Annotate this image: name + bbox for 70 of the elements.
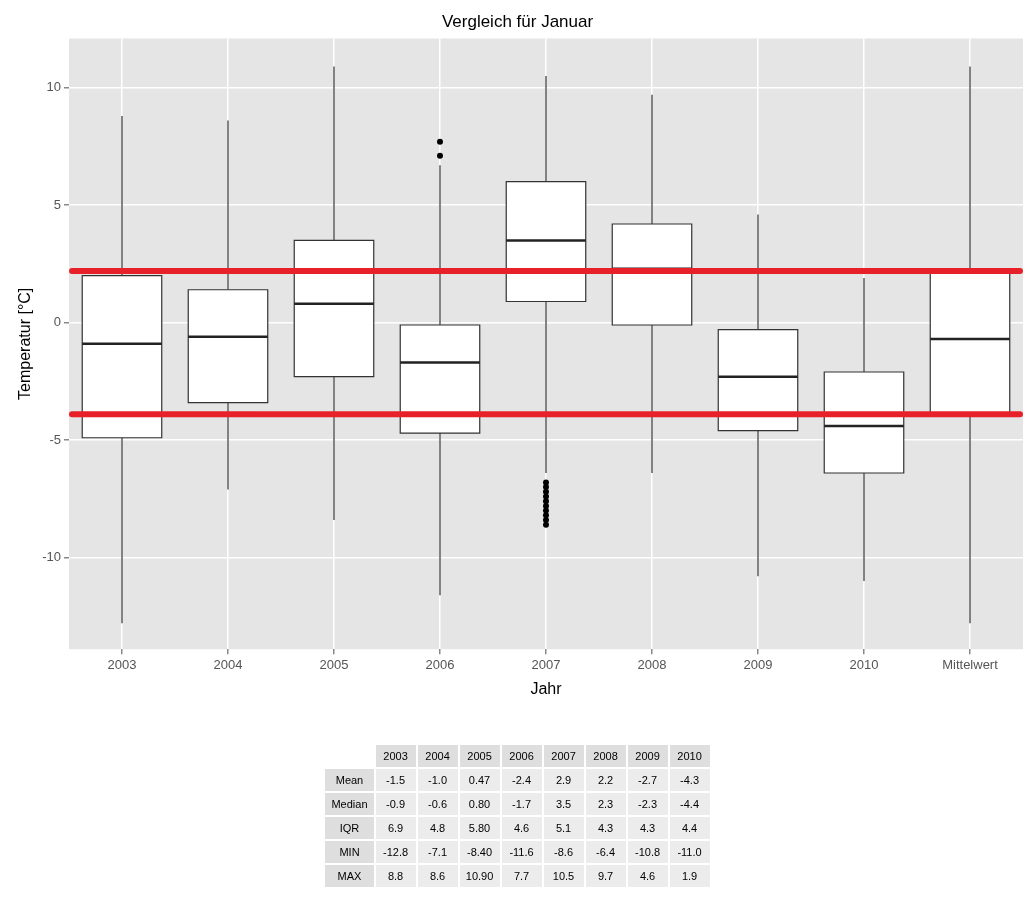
text: 4.8 (417, 817, 458, 839)
text: -7.1 (417, 841, 458, 863)
text: -0.6 (417, 793, 458, 815)
text: -10.8 (627, 841, 668, 863)
x-tick-label: 2003 (107, 656, 137, 672)
y-tick-label: 0 (53, 314, 61, 330)
text: 2.3 (585, 793, 626, 815)
text: -1.7 (501, 793, 542, 815)
text: -2.7 (627, 769, 668, 791)
text: 2008 (585, 745, 626, 767)
text: -0.9 (375, 793, 416, 815)
text: -2.3 (627, 793, 668, 815)
x-tick-label: Mittelwert (942, 656, 999, 672)
text: 4.6 (501, 817, 542, 839)
x-tick-label: 2009 (743, 656, 773, 672)
y-tick-label: -5 (49, 431, 61, 447)
text: 3.5 (543, 793, 584, 815)
text: 1.9 (669, 865, 710, 887)
text: 2009 (627, 745, 668, 767)
x-tick-label: 2007 (531, 656, 561, 672)
x-tick-label: 2008 (637, 656, 667, 672)
y-tick-label: 10 (46, 79, 61, 95)
text: -6.4 (585, 841, 626, 863)
text: 2004 (417, 745, 458, 767)
text: 8.8 (375, 865, 416, 887)
text: Mean (325, 769, 374, 791)
text: -11.6 (501, 841, 542, 863)
text: 2.2 (585, 769, 626, 791)
text: 2003 (375, 745, 416, 767)
text: 8.6 (417, 865, 458, 887)
x-tick-label: 2006 (425, 656, 455, 672)
text: 0.80 (459, 793, 500, 815)
text: 4.4 (669, 817, 710, 839)
text: -4.3 (669, 769, 710, 791)
text: MIN (325, 841, 374, 863)
text: 7.7 (501, 865, 542, 887)
text: MAX (325, 865, 374, 887)
y-axis-title: Temperatur [°C] (16, 287, 34, 400)
text: IQR (325, 817, 374, 839)
text: 2010 (669, 745, 710, 767)
text: -12.8 (375, 841, 416, 863)
text: -1.0 (417, 769, 458, 791)
text: 4.6 (627, 865, 668, 887)
text: -1.5 (375, 769, 416, 791)
text: 4.3 (627, 817, 668, 839)
text: 10.5 (543, 865, 584, 887)
text: 4.3 (585, 817, 626, 839)
text: Median (325, 793, 374, 815)
text: -4.4 (669, 793, 710, 815)
text: 0.47 (459, 769, 500, 791)
text: -11.0 (669, 841, 710, 863)
y-tick-label: -10 (42, 549, 61, 565)
text: 2005 (459, 745, 500, 767)
x-axis-title: Jahr (530, 679, 563, 697)
text: 9.7 (585, 865, 626, 887)
text: 2.9 (543, 769, 584, 791)
text: -8.40 (459, 841, 500, 863)
x-tick-label: 2004 (213, 656, 243, 672)
text: 5.80 (459, 817, 500, 839)
text: 2006 (501, 745, 542, 767)
x-tick-label: 2005 (319, 656, 349, 672)
text: -2.4 (501, 769, 542, 791)
chart-title: Vergleich für Januar (441, 11, 594, 31)
text: 5.1 (543, 817, 584, 839)
text: 10.90 (459, 865, 500, 887)
text: 6.9 (375, 817, 416, 839)
text: 2007 (543, 745, 584, 767)
text: -8.6 (543, 841, 584, 863)
x-tick-label: 2010 (849, 656, 879, 672)
y-tick-label: 5 (53, 196, 61, 212)
